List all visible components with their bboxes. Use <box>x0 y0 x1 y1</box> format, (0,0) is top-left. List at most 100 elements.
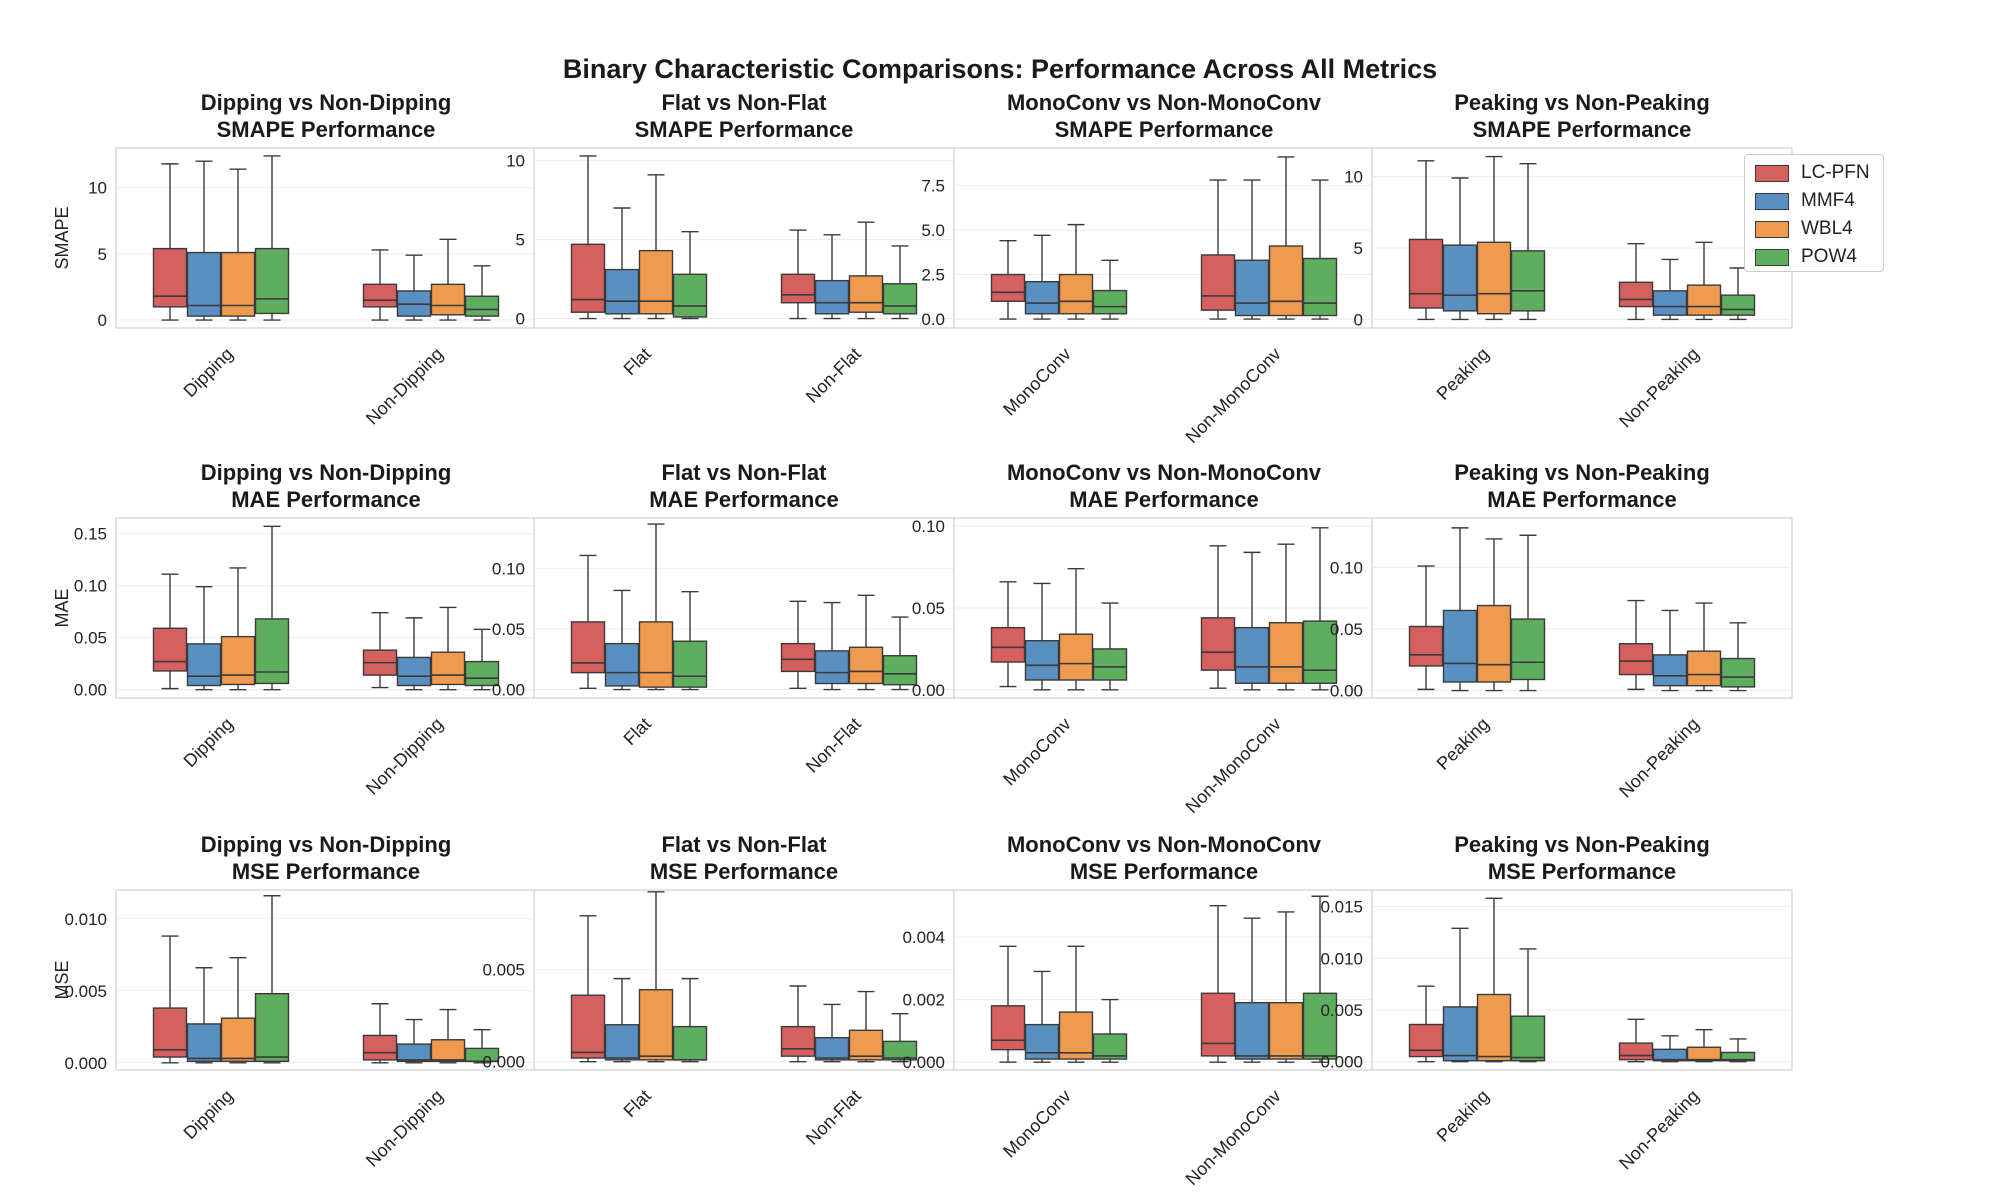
y-tick-label: 0.002 <box>902 991 945 1010</box>
box-pow4 <box>1092 648 1128 681</box>
x-tick-label: MonoConv <box>999 1086 1075 1162</box>
x-tick-label: Dipping <box>180 1086 237 1143</box>
legend-item: MMF4 <box>1755 189 1855 213</box>
box-mmf4 <box>604 268 640 315</box>
subplot-title: SMAPE Performance <box>217 117 436 142</box>
box-mmf4 <box>1024 1023 1060 1060</box>
box-wbl4 <box>1686 284 1722 316</box>
subplot-title: MAE Performance <box>1487 487 1677 512</box>
x-tick-label: MonoConv <box>999 714 1075 790</box>
box-lc-pfn <box>152 1007 188 1058</box>
y-tick-label: 0.10 <box>912 517 945 536</box>
box-wbl4 <box>848 275 884 313</box>
subplot-title: Peaking vs Non-Peaking <box>1454 460 1710 485</box>
x-tick-label: Flat <box>620 1086 655 1121</box>
y-tick-label: 10 <box>88 179 107 198</box>
box-mmf4 <box>1234 259 1270 317</box>
subplot-title: Peaking vs Non-Peaking <box>1454 90 1710 115</box>
box-wbl4 <box>1268 245 1304 317</box>
y-axis-label: MAE <box>52 588 72 627</box>
subplot-title: MSE Performance <box>1070 859 1258 884</box>
y-tick-label: 5 <box>98 245 107 264</box>
subplot-title: MAE Performance <box>231 487 421 512</box>
x-tick-label: Flat <box>620 344 655 379</box>
box-pow4 <box>464 295 500 317</box>
box-pow4 <box>882 283 918 315</box>
box-lc-pfn <box>780 1025 816 1057</box>
box-wbl4 <box>1058 273 1094 315</box>
box-pow4 <box>882 1040 918 1061</box>
box-pow4 <box>1302 257 1338 317</box>
box-lc-pfn <box>152 627 188 672</box>
x-tick-label: MonoConv <box>999 344 1075 420</box>
y-tick-label: 5.0 <box>921 221 945 240</box>
subplot-title: MSE Performance <box>232 859 420 884</box>
box-lc-pfn <box>990 626 1026 663</box>
subplot-title: SMAPE Performance <box>1473 117 1692 142</box>
x-tick-label: Non-Peaking <box>1615 714 1703 802</box>
box-wbl4 <box>220 1017 256 1063</box>
box-pow4 <box>672 640 708 688</box>
x-tick-label: Non-MonoConv <box>1182 344 1285 447</box>
box-mmf4 <box>186 1023 222 1063</box>
box-wbl4 <box>638 249 674 315</box>
subplot: 0.000 0.005 0.010 0.015 Peaking vs Non-Peaki… <box>1320 832 1793 1173</box>
box-lc-pfn <box>990 1005 1026 1051</box>
box-mmf4 <box>186 643 222 687</box>
legend-swatch <box>1755 220 1789 238</box>
box-lc-pfn <box>570 243 606 313</box>
box-pow4 <box>1302 992 1338 1060</box>
box-lc-pfn <box>570 994 606 1059</box>
box-wbl4 <box>1268 622 1304 684</box>
box-pow4 <box>1092 1033 1128 1060</box>
box-wbl4 <box>638 988 674 1061</box>
box-pow4 <box>1720 1051 1756 1062</box>
box-lc-pfn <box>1408 238 1444 309</box>
box-mmf4 <box>1024 280 1060 315</box>
box-mmf4 <box>1442 1006 1478 1062</box>
x-tick-label: Non-Dipping <box>362 1086 447 1171</box>
legend-swatch <box>1755 192 1789 210</box>
box-pow4 <box>882 655 918 686</box>
box-lc-pfn <box>1200 992 1236 1057</box>
y-axis-label: MSE <box>52 960 72 999</box>
box-pow4 <box>1720 294 1756 316</box>
box-mmf4 <box>814 1036 850 1061</box>
y-tick-label: 5 <box>1354 239 1363 258</box>
x-tick-label: Non-Dipping <box>362 344 447 429</box>
box-pow4 <box>1510 250 1546 312</box>
box-lc-pfn <box>1618 643 1654 676</box>
y-tick-label: 0.00 <box>492 681 525 700</box>
y-tick-label: 0.00 <box>1330 682 1363 701</box>
y-tick-label: 0 <box>98 311 107 330</box>
y-tick-label: 0.004 <box>902 928 945 947</box>
box-wbl4 <box>430 1039 466 1063</box>
subplot-title: MonoConv vs Non-MonoConv <box>1007 460 1322 485</box>
x-tick-label: Non-Peaking <box>1615 344 1703 432</box>
x-tick-label: Non-MonoConv <box>1182 1086 1285 1189</box>
box-lc-pfn <box>152 247 188 308</box>
legend-item: POW4 <box>1755 245 1857 269</box>
subplot-title: MonoConv vs Non-MonoConv <box>1007 90 1322 115</box>
y-tick-label: 0.015 <box>1320 898 1363 917</box>
subplot-title: MonoConv vs Non-MonoConv <box>1007 832 1322 857</box>
box-lc-pfn <box>990 273 1026 302</box>
y-tick-label: 0.000 <box>902 1053 945 1072</box>
box-pow4 <box>1092 289 1128 315</box>
box-wbl4 <box>1476 993 1512 1062</box>
x-tick-label: Flat <box>620 714 655 749</box>
legend: LC-PFN MMF4 WBL4 POW4 <box>1744 154 1884 272</box>
box-wbl4 <box>1686 1046 1722 1062</box>
legend-label: POW4 <box>1801 246 1857 267</box>
box-lc-pfn <box>362 1034 398 1061</box>
box-pow4 <box>1720 657 1756 688</box>
y-tick-label: 10 <box>1344 168 1363 187</box>
box-wbl4 <box>1268 1001 1304 1060</box>
